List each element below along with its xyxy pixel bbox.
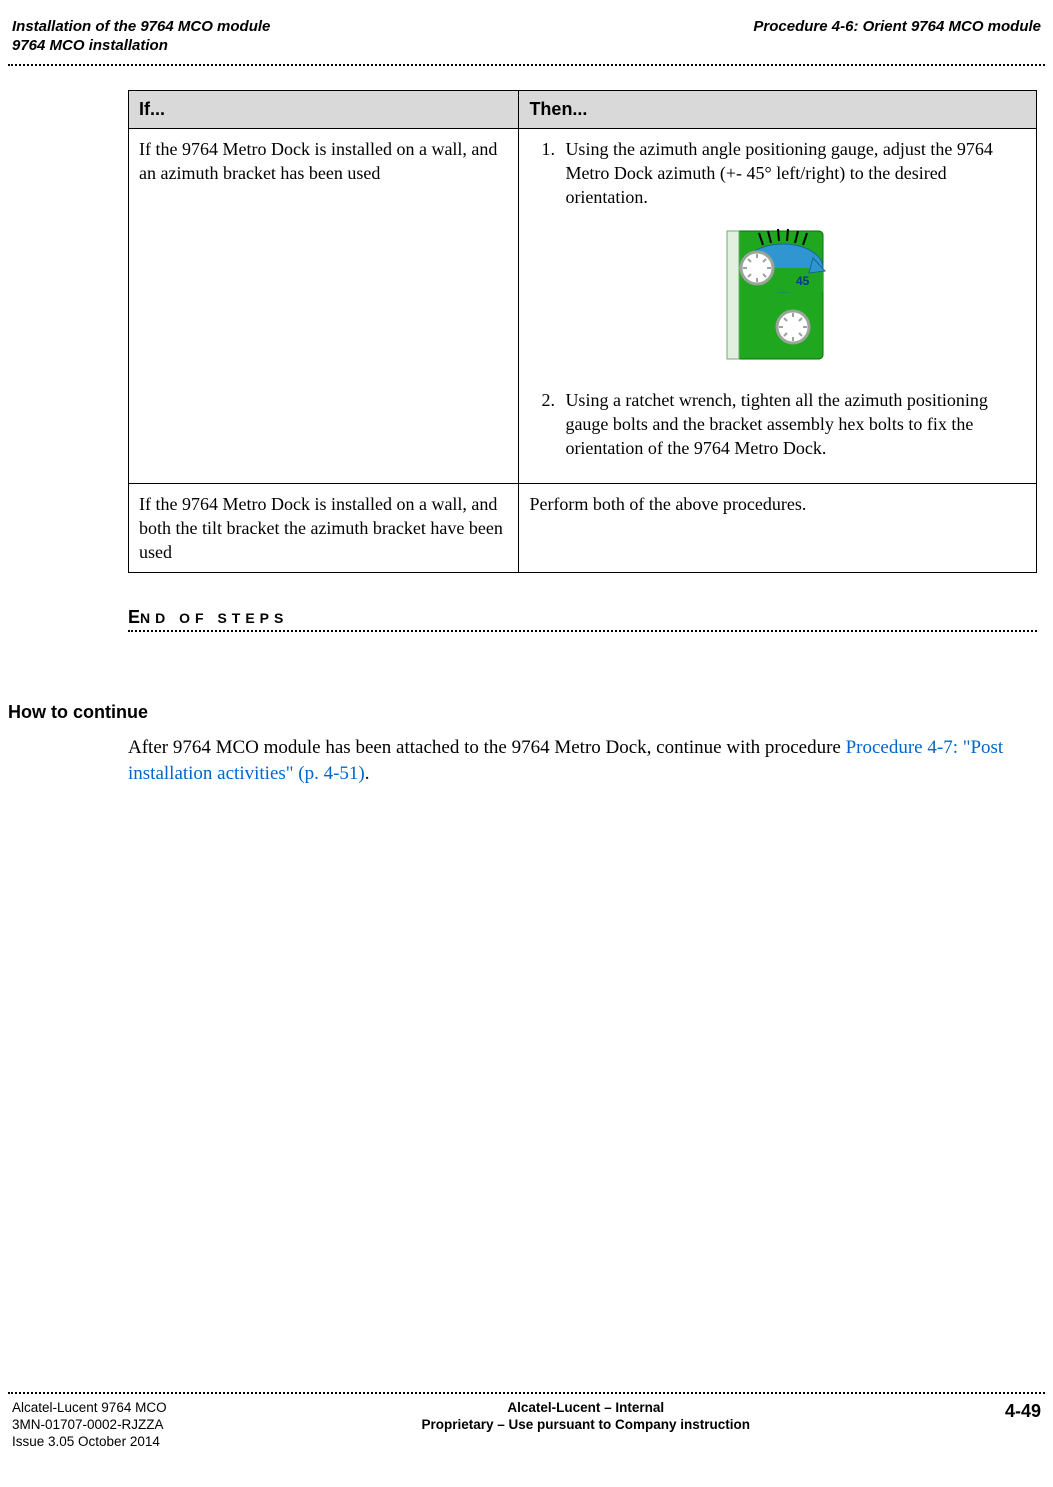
table-row: If the 9764 Metro Dock is installed on a…	[129, 483, 1037, 573]
footer-center: Alcatel-Lucent – Internal Proprietary – …	[421, 1400, 750, 1434]
footer-page-number: 4-49	[1005, 1400, 1041, 1423]
page-header: Installation of the 9764 MCO module 9764…	[8, 18, 1045, 64]
how-to-continue-para: After 9764 MCO module has been attached …	[128, 735, 1037, 786]
para-text-b: .	[365, 763, 370, 784]
footer-center-2: Proprietary – Use pursuant to Company in…	[421, 1417, 750, 1434]
footer-row: Alcatel-Lucent 9764 MCO 3MN-01707-0002-R…	[8, 1400, 1045, 1451]
azimuth-gauge-icon: 45	[713, 223, 843, 363]
if-then-table: If... Then... If the 9764 Metro Dock is …	[128, 90, 1037, 574]
th-then: Then...	[519, 90, 1037, 128]
footer-center-1: Alcatel-Lucent – Internal	[421, 1400, 750, 1417]
eos-first: E	[128, 607, 140, 627]
footer-left: Alcatel-Lucent 9764 MCO 3MN-01707-0002-R…	[12, 1400, 167, 1451]
cell-if-1: If the 9764 Metro Dock is installed on a…	[129, 128, 519, 483]
end-of-steps: END OF STEPS	[128, 607, 1037, 632]
then-step-2: Using a ratchet wrench, tighten all the …	[559, 388, 1026, 461]
header-left-line2: 9764 MCO installation	[12, 37, 270, 56]
then-steps-cont: Using a ratchet wrench, tighten all the …	[529, 388, 1026, 461]
para-text-a: After 9764 MCO module has been attached …	[128, 737, 846, 758]
cell-then-2: Perform both of the above procedures.	[519, 483, 1037, 573]
how-to-continue-heading: How to continue	[8, 702, 1045, 723]
header-right-line1: Procedure 4-6: Orient 9764 MCO module	[753, 18, 1041, 37]
page-footer: Alcatel-Lucent 9764 MCO 3MN-01707-0002-R…	[8, 1392, 1045, 1451]
end-of-steps-text: END OF STEPS	[128, 607, 288, 628]
header-right: Procedure 4-6: Orient 9764 MCO module	[753, 18, 1041, 56]
gauge-label: 45	[796, 274, 810, 288]
cell-then-1: Using the azimuth angle positioning gaug…	[519, 128, 1037, 483]
header-left: Installation of the 9764 MCO module 9764…	[12, 18, 270, 56]
table-header-row: If... Then...	[129, 90, 1037, 128]
footer-rule	[8, 1392, 1045, 1394]
footer-left-2: 3MN-01707-0002-RJZZA	[12, 1417, 167, 1434]
then-steps: Using the azimuth angle positioning gaug…	[529, 137, 1026, 210]
footer-left-1: Alcatel-Lucent 9764 MCO	[12, 1400, 167, 1417]
header-left-line1: Installation of the 9764 MCO module	[12, 18, 270, 37]
footer-left-3: Issue 3.05 October 2014	[12, 1434, 167, 1451]
gauge-figure: 45	[529, 223, 1026, 369]
header-rule	[8, 64, 1045, 66]
table-row: If the 9764 Metro Dock is installed on a…	[129, 128, 1037, 483]
page: Installation of the 9764 MCO module 9764…	[0, 0, 1053, 1487]
cell-if-2: If the 9764 Metro Dock is installed on a…	[129, 483, 519, 573]
then-step-1: Using the azimuth angle positioning gaug…	[559, 137, 1026, 210]
content-area: If... Then... If the 9764 Metro Dock is …	[8, 90, 1045, 633]
eos-rest: ND OF STEPS	[140, 610, 288, 626]
th-if: If...	[129, 90, 519, 128]
